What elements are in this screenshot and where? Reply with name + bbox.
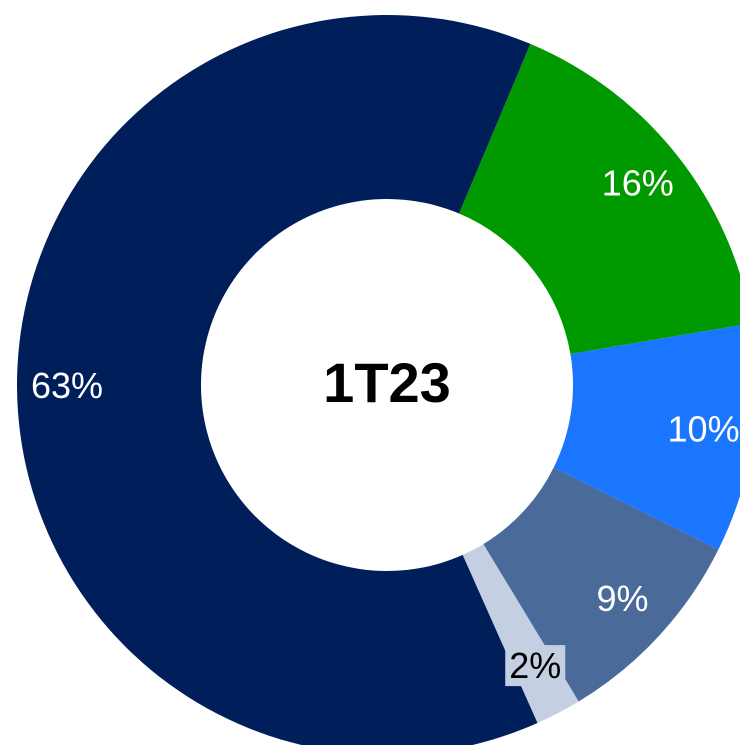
slice (17, 15, 538, 745)
data-label: 9% (597, 578, 649, 619)
data-label: 10% (668, 408, 740, 449)
slice (553, 325, 740, 550)
data-label-bg (505, 645, 566, 687)
data-label: 63% (31, 365, 103, 406)
slice (459, 43, 740, 354)
data-label: 2% (509, 645, 561, 686)
data-label: 16% (602, 163, 674, 204)
center-label: 1T23 (323, 351, 451, 414)
slice (483, 467, 719, 702)
